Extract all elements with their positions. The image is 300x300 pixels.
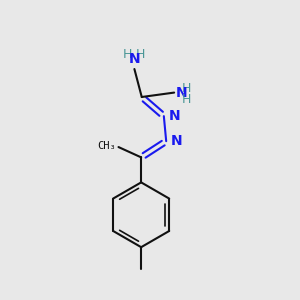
Text: H: H: [182, 82, 191, 95]
Text: H: H: [182, 93, 191, 106]
Text: N: N: [168, 109, 180, 123]
Text: N: N: [129, 52, 140, 66]
Text: N: N: [171, 134, 182, 148]
Text: CH₃: CH₃: [97, 141, 116, 151]
Text: N: N: [176, 85, 187, 100]
Text: H: H: [123, 48, 133, 61]
Text: H: H: [136, 48, 146, 61]
